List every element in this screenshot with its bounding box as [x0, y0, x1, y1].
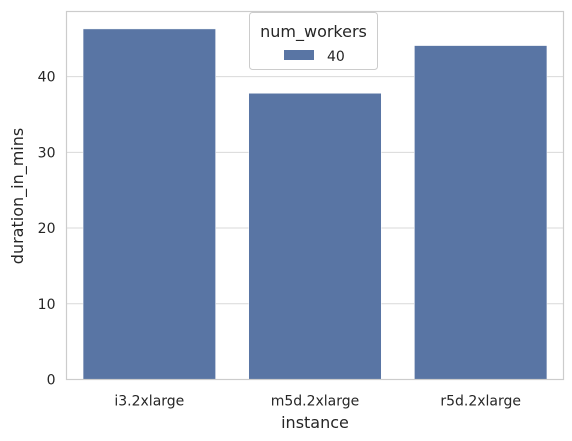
y-tick-label: 10	[38, 297, 56, 313]
legend-box	[249, 12, 378, 70]
y-tick-label: 20	[38, 221, 56, 237]
legend-entry-label: 40	[327, 49, 345, 65]
y-tick-labels: 0 10 20 30 40	[38, 70, 56, 389]
x-axis-label: instance	[281, 413, 349, 432]
x-tick-label: r5d.2xlarge	[440, 394, 521, 410]
y-tick-label: 0	[47, 373, 56, 389]
bar-m5d-2xlarge	[248, 93, 382, 380]
x-tick-label: m5d.2xlarge	[271, 394, 360, 410]
y-tick-label: 40	[38, 70, 56, 86]
bar-i3-2xlarge	[82, 28, 216, 380]
bars	[82, 28, 548, 380]
legend-title: num_workers	[260, 22, 367, 42]
plot-frame	[65, 10, 565, 381]
legend-swatch	[284, 50, 314, 60]
x-tick-labels: i3.2xlarge m5d.2xlarge r5d.2xlarge	[114, 394, 521, 410]
y-tick-label: 30	[38, 145, 56, 161]
bar-r5d-2xlarge	[414, 45, 548, 380]
x-tick-label: i3.2xlarge	[114, 394, 184, 410]
y-axis-label: duration_in_mins	[8, 128, 28, 264]
legend: num_workers 40	[249, 12, 378, 70]
